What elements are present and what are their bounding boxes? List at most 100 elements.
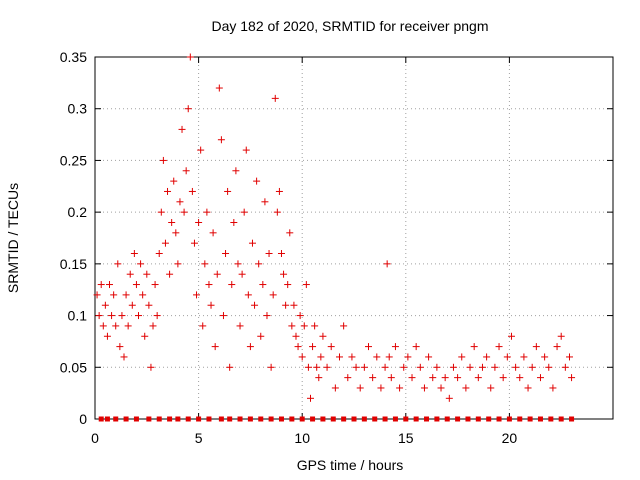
data-point bbox=[306, 394, 314, 402]
data-point bbox=[95, 312, 103, 320]
data-point bbox=[265, 250, 273, 258]
data-point bbox=[317, 353, 325, 361]
baseline-marker bbox=[465, 416, 471, 422]
data-point bbox=[545, 363, 553, 371]
data-point bbox=[174, 260, 182, 268]
data-point bbox=[122, 291, 130, 299]
data-point bbox=[180, 208, 188, 216]
x-tick-label: 0 bbox=[91, 430, 99, 446]
data-point bbox=[391, 343, 399, 351]
data-point bbox=[159, 156, 167, 164]
baseline-marker bbox=[527, 416, 533, 422]
data-point bbox=[282, 301, 290, 309]
data-point bbox=[400, 363, 408, 371]
data-point bbox=[495, 343, 503, 351]
data-point bbox=[143, 270, 151, 278]
data-point bbox=[253, 177, 261, 185]
data-point bbox=[474, 374, 482, 382]
data-point bbox=[182, 167, 190, 175]
data-point bbox=[348, 353, 356, 361]
baseline-marker bbox=[569, 416, 575, 422]
baseline-marker bbox=[506, 416, 512, 422]
baseline-marker bbox=[218, 416, 224, 422]
y-tick-label: 0.35 bbox=[60, 49, 87, 65]
data-point bbox=[230, 218, 238, 226]
data-point bbox=[568, 374, 576, 382]
data-point bbox=[381, 363, 389, 371]
data-point bbox=[197, 146, 205, 154]
data-point bbox=[215, 84, 223, 92]
data-point bbox=[441, 374, 449, 382]
data-point bbox=[238, 270, 246, 278]
data-point bbox=[429, 374, 437, 382]
data-point bbox=[503, 353, 511, 361]
chart-title: Day 182 of 2020, SRMTID for receiver png… bbox=[211, 18, 488, 34]
baseline-marker bbox=[237, 416, 243, 422]
data-point bbox=[205, 281, 213, 289]
data-point bbox=[116, 343, 124, 351]
y-tick-label: 0.15 bbox=[60, 256, 87, 272]
y-tick-label: 0.1 bbox=[68, 308, 88, 324]
data-point bbox=[188, 187, 196, 195]
data-point bbox=[112, 322, 120, 330]
y-axis-title: SRMTID / TECUs bbox=[5, 183, 21, 293]
baseline-marker bbox=[258, 416, 264, 422]
data-point bbox=[541, 353, 549, 361]
data-point bbox=[246, 343, 254, 351]
baseline-marker bbox=[247, 416, 253, 422]
data-point bbox=[97, 281, 105, 289]
baseline-marker bbox=[351, 416, 357, 422]
data-point bbox=[420, 384, 428, 392]
data-point bbox=[273, 208, 281, 216]
data-point bbox=[234, 260, 242, 268]
data-point bbox=[478, 363, 486, 371]
data-point bbox=[454, 374, 462, 382]
x-axis-title: GPS time / hours bbox=[297, 457, 404, 473]
baseline-marker bbox=[320, 416, 326, 422]
data-point bbox=[217, 136, 225, 144]
data-point bbox=[251, 301, 259, 309]
data-point bbox=[226, 363, 234, 371]
data-point bbox=[207, 301, 215, 309]
data-point bbox=[356, 384, 364, 392]
data-point bbox=[145, 301, 153, 309]
y-tick-label: 0 bbox=[79, 411, 87, 427]
baseline-marker bbox=[196, 416, 202, 422]
data-point bbox=[186, 53, 194, 61]
data-point bbox=[286, 229, 294, 237]
data-point bbox=[271, 94, 279, 102]
data-point bbox=[153, 312, 161, 320]
data-point bbox=[267, 363, 275, 371]
y-tick-label: 0.25 bbox=[60, 152, 87, 168]
data-point bbox=[404, 353, 412, 361]
data-point bbox=[487, 384, 495, 392]
data-point bbox=[483, 353, 491, 361]
y-tick-label: 0.05 bbox=[60, 359, 87, 375]
data-point bbox=[352, 363, 360, 371]
data-point bbox=[344, 374, 352, 382]
data-point bbox=[445, 394, 453, 402]
data-point bbox=[155, 250, 163, 258]
baseline-marker bbox=[403, 416, 409, 422]
data-point bbox=[209, 229, 217, 237]
baseline-marker bbox=[123, 416, 129, 422]
data-point bbox=[222, 250, 230, 258]
baseline-marker bbox=[278, 416, 284, 422]
data-point bbox=[236, 322, 244, 330]
data-point bbox=[147, 363, 155, 371]
baseline-marker bbox=[299, 416, 305, 422]
baseline-marker bbox=[537, 416, 543, 422]
data-point bbox=[108, 312, 116, 320]
data-point bbox=[437, 384, 445, 392]
data-point bbox=[466, 363, 474, 371]
data-point bbox=[360, 363, 368, 371]
baseline-marker bbox=[424, 416, 430, 422]
data-point bbox=[549, 384, 557, 392]
data-point bbox=[203, 208, 211, 216]
data-point bbox=[470, 343, 478, 351]
data-point bbox=[228, 281, 236, 289]
data-point bbox=[335, 353, 343, 361]
y-tick-label: 0.2 bbox=[68, 204, 88, 220]
data-point bbox=[157, 208, 165, 216]
